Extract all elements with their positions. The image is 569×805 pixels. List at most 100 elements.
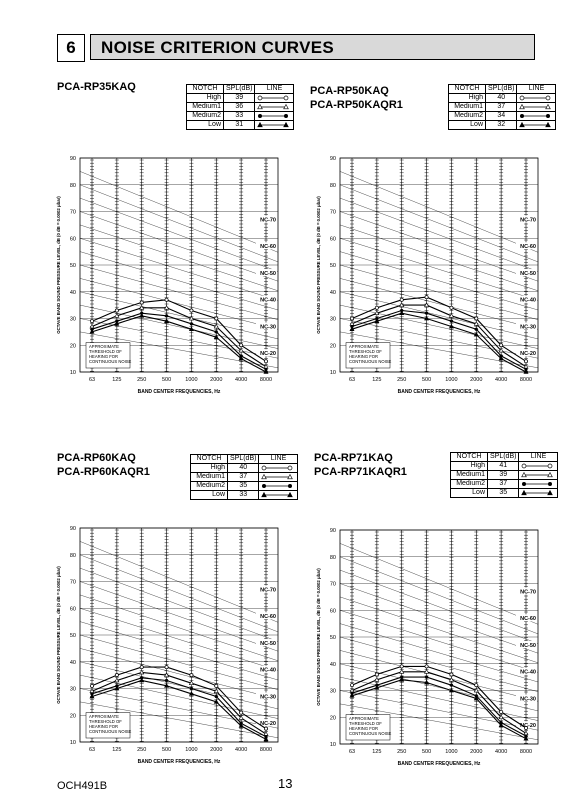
data-point [498,355,504,361]
column-header: LINE [254,84,295,94]
threshold-note-line: CONTINUOUS NOISE [89,729,132,734]
table-row: High 39 [186,93,295,103]
table-row: High 41 [450,461,559,471]
y-tick-label: 40 [330,290,336,296]
threshold-note-line: APPROXIMATE [349,716,379,721]
series-line [91,679,267,740]
line-symbol [522,463,553,469]
spl-cell: 39 [222,93,256,103]
nc-label: NC-50 [260,271,276,277]
data-point [448,323,454,329]
line-symbol [522,482,553,486]
model-name-block: PCA-RP71KAQ PCA-RP71KAQR1 [314,451,407,479]
data-point [374,672,379,677]
series-line [91,666,267,730]
data-point [238,715,244,720]
nc-label: NC-30 [520,324,536,330]
data-point [189,686,194,691]
nc-reference-curve [79,171,279,253]
nc-reference-curve [79,661,279,710]
spl-cell: 37 [484,102,518,112]
nc-reference-curve [79,541,279,623]
line-cell [258,481,299,491]
model-name: PCA-RP71KAQR1 [314,466,407,478]
model-name: PCA-RP35KAQ [57,81,136,93]
data-point [473,321,479,326]
notch-table: NOTCH SPL(dB) LINE High 39 Medium1 36 Medium2 33… [186,84,295,130]
line-symbol [261,491,294,498]
y-axis-title: OCTAVE BAND SOUND PRESSURE LEVEL, dB (0 … [56,566,61,704]
x-tick-label: 250 [137,747,146,753]
nc-label-bg [256,242,277,250]
threshold-note-box [85,342,131,369]
notch-cell: High [448,93,486,103]
y-tick-label: 20 [70,713,76,719]
data-point [523,369,529,374]
nc-label-bg [256,322,277,330]
model-name: PCA-RP71KAQ [314,452,393,464]
y-tick-label: 70 [330,210,336,216]
x-axis-title: BAND CENTER FREQUENCIES, Hz [138,759,221,765]
nc-reference-curve [79,688,279,729]
nc-reference-curve [339,703,539,740]
table-row: High 40 [190,463,299,473]
data-point [499,343,504,348]
data-point [474,683,479,688]
data-point [474,316,479,321]
notch-table: NOTCH SPL(dB) LINE High 40 Medium1 37 Medium2 35… [190,454,299,500]
notch-cell: Medium1 [448,102,486,112]
notch-cell: Low [186,120,224,130]
nc-chart: 10 20 30 40 50 60 70 80 90 63 125 250 500 1000 2000 400… [56,526,279,765]
spl-cell: 33 [226,490,260,500]
data-point [424,311,429,315]
x-tick-label: 125 [112,377,121,383]
data-point [374,318,380,323]
data-point [139,665,144,670]
nc-label: NC-70 [260,217,276,223]
series-line [91,312,267,370]
line-cell [516,120,557,130]
data-point [164,665,169,670]
data-point [498,722,504,728]
section-header: 6 NOISE CRITERION CURVES [57,34,537,62]
nc-label: NC-50 [260,641,276,647]
data-point [448,676,454,682]
notch-cell: Medium2 [190,481,228,491]
series-line [351,676,527,737]
y-tick-label: 80 [330,555,336,561]
y-tick-label: 10 [70,740,76,746]
data-point [89,329,95,334]
y-axis-title: OCTAVE BAND SOUND PRESSURE LEVEL, dB (0 … [316,196,321,334]
data-point [449,319,454,323]
threshold-note-line: THRESHOLD OF [349,721,382,726]
data-point [139,300,144,305]
y-tick-label: 80 [70,553,76,559]
line-symbol [257,121,290,128]
column-header: NOTCH [186,84,224,94]
y-tick-label: 60 [330,236,336,242]
x-axis-title: BAND CENTER FREQUENCIES, Hz [398,761,481,767]
nc-label-bg [516,269,537,277]
x-tick-label: 1000 [445,749,457,755]
data-point [424,664,429,669]
series-line [91,671,267,735]
nc-label-bg [256,692,277,700]
data-point [238,347,244,353]
data-point [264,726,268,731]
line-symbol [262,465,293,471]
line-cell [258,472,299,482]
table-row: Low 33 [190,490,299,500]
nc-label: NC-50 [520,643,536,649]
nc-label: NC-60 [260,244,276,250]
notch-table-header: NOTCH SPL(dB) LINE [450,452,559,462]
spl-cell: 36 [222,102,256,112]
x-tick-label: 1000 [185,377,197,383]
model-name-block: PCA-RP50KAQ PCA-RP50KAQR1 [310,84,403,112]
threshold-note-line: CONTINUOUS NOISE [349,359,392,364]
y-tick-label: 70 [330,582,336,588]
notch-cell: Low [450,488,488,498]
column-header: LINE [258,454,299,464]
data-point [449,683,454,687]
